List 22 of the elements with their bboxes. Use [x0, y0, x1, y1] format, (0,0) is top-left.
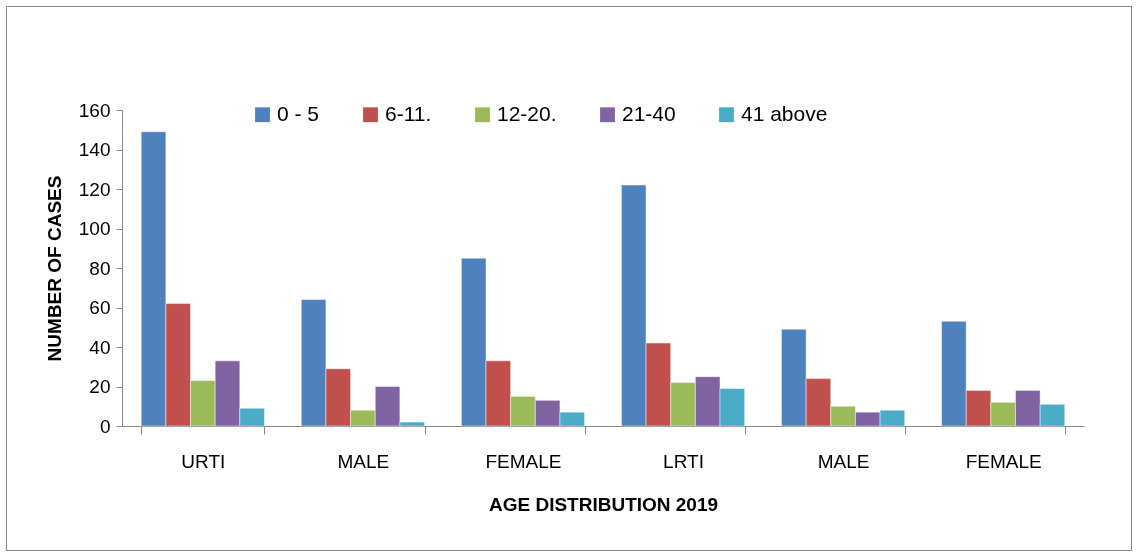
x-tick-label: URTI [181, 450, 226, 472]
legend-label: 41 above [741, 101, 828, 125]
legend-label: 6-11. [385, 101, 432, 125]
y-tick-label: 80 [89, 257, 111, 279]
y-tick-label: 20 [89, 376, 111, 397]
y-axis-title: NUMBER OF CASES [43, 175, 65, 362]
y-tick-label: 40 [89, 336, 111, 358]
x-tick-label: FEMALE [965, 450, 1042, 472]
y-tick-label: 120 [78, 178, 111, 200]
y-tick-label: 100 [78, 218, 111, 239]
x-tick-label: MALE [337, 450, 390, 472]
y-tick-label: 0 [99, 415, 111, 437]
x-axis-title: AGE DISTRIBUTION 2019 [488, 493, 719, 515]
x-tick-label: MALE [817, 450, 870, 472]
y-tick-label: 140 [78, 139, 111, 160]
y-tick-label: 60 [89, 297, 111, 318]
legend-label: 0 - 5 [277, 101, 320, 125]
legend-label: 21-40 [622, 101, 676, 125]
legend-label: 12-20. [497, 101, 557, 125]
x-tick-label: LRTI [663, 450, 704, 472]
x-tick-label: FEMALE [485, 450, 562, 472]
y-tick-label: 160 [78, 99, 111, 121]
